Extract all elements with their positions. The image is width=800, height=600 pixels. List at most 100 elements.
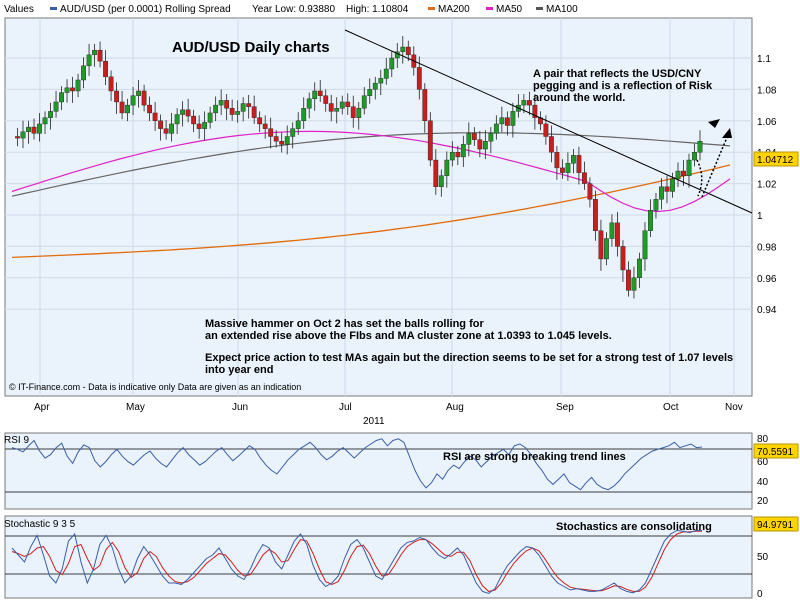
stochastic-label: Stochastic 9 3 5: [4, 519, 76, 530]
candle-body: [471, 133, 477, 140]
candlesticks: [15, 36, 703, 299]
month-label-oct: Oct: [663, 402, 679, 413]
candle-body: [427, 120, 433, 161]
annotation-expect-line-1: Expect price action to test MAs again bu…: [205, 352, 733, 364]
candle-body: [20, 131, 26, 139]
candle-body: [273, 136, 279, 142]
candle-body: [598, 230, 604, 260]
candle-body: [653, 199, 659, 211]
candle-body: [339, 101, 345, 109]
header-legend: Values AUD/USD (per 0.0001) Rolling Spre…: [4, 4, 578, 15]
candle-body: [224, 100, 230, 109]
candle-body: [416, 67, 422, 90]
candle-body: [482, 141, 488, 150]
annotation-hammer-line-1: Massive hammer on Oct 2 has set the ball…: [205, 318, 484, 330]
annotation-expect-line-2: into year end: [205, 364, 273, 376]
candle-body: [147, 104, 152, 114]
candle-body: [86, 54, 92, 67]
price-tick-label: 0.94: [757, 305, 777, 316]
candle-body: [697, 141, 703, 153]
candle-body: [493, 123, 499, 134]
legend-price-series: AUD/USD (per 0.0001) Rolling Spread: [60, 4, 231, 15]
legend-high: High: 1.10804: [346, 4, 409, 15]
candle-body: [560, 167, 565, 173]
candle-body: [196, 123, 202, 129]
candle-body: [554, 151, 560, 169]
candle-body: [582, 172, 587, 184]
arrowhead-up-icon: [722, 128, 732, 138]
candle-body: [444, 159, 450, 176]
rsi-line: [11, 438, 703, 491]
candle-body: [284, 136, 290, 145]
stochastic-k-line: [11, 529, 702, 595]
candle-body: [42, 117, 48, 125]
candle-body: [290, 128, 296, 137]
candle-body: [510, 111, 516, 126]
rsi-tick-40: 40: [757, 477, 769, 488]
candle-body: [477, 139, 483, 150]
month-label-sep: Sep: [556, 402, 574, 413]
candle-body: [576, 155, 582, 173]
price-gridlines: [5, 18, 752, 396]
rsi-panel: [4, 432, 753, 510]
legend-year-low: Year Low: 0.93880: [252, 4, 335, 15]
price-tick-label: 1: [757, 211, 763, 222]
stochastic-value: 94.9791: [757, 520, 794, 531]
candle-body: [675, 170, 681, 180]
rsi-tick-20: 20: [757, 496, 769, 507]
candle-body: [207, 112, 213, 123]
moving-averages: [11, 130, 731, 259]
candle-body: [378, 78, 384, 84]
candle-body: [642, 230, 648, 260]
candle-body: [246, 103, 252, 107]
candle-body: [615, 222, 620, 247]
rsi-value-tag: [753, 443, 799, 459]
month-label-may: May: [126, 402, 145, 413]
candle-body: [686, 159, 692, 176]
month-label-aug: Aug: [446, 402, 464, 413]
candle-body: [92, 49, 97, 56]
price-tick-label: 1.08: [757, 85, 777, 96]
candle-body: [70, 87, 75, 92]
values-label: Values: [4, 4, 34, 15]
candle-body: [119, 101, 125, 114]
ma100-line: [11, 132, 731, 197]
candle-body: [532, 104, 538, 118]
candle-body: [251, 106, 257, 118]
candle-body: [383, 68, 389, 79]
candle-body: [488, 133, 494, 142]
candle-body: [400, 46, 406, 52]
candle-body: [185, 109, 191, 117]
candle-body: [75, 79, 81, 92]
candle-body: [191, 115, 197, 125]
candle-body: [262, 123, 268, 129]
projection-arrows: [696, 119, 732, 198]
candle-body: [422, 89, 428, 122]
candle-body: [389, 57, 395, 70]
candle-body: [125, 104, 130, 114]
candle-body: [306, 98, 312, 109]
candle-body: [543, 123, 549, 137]
annotation-hammer-line-2: an extended rise above the FIbs and MA c…: [205, 330, 612, 342]
price-tick-label: 1.1: [757, 54, 771, 65]
candle-body: [350, 106, 356, 118]
candle-body: [59, 92, 64, 103]
candle-body: [218, 100, 224, 106]
candle-body: [81, 65, 86, 81]
ma200-line: [11, 164, 731, 259]
candle-body: [213, 104, 219, 114]
candle-body: [521, 100, 527, 106]
month-label-nov: Nov: [725, 402, 743, 413]
candle-body: [526, 100, 532, 106]
annotation-top-right-line-2: pegging and is a reflection of Risk: [533, 80, 713, 92]
candle-body: [235, 111, 241, 115]
candle-body: [301, 108, 307, 121]
candle-body: [670, 178, 675, 192]
candle-body: [48, 111, 53, 118]
candle-body: [626, 269, 631, 291]
month-label-jul: Jul: [339, 402, 352, 413]
candle-body: [571, 155, 576, 164]
candle-body: [141, 90, 147, 106]
arrowhead-top-icon: [708, 119, 720, 128]
